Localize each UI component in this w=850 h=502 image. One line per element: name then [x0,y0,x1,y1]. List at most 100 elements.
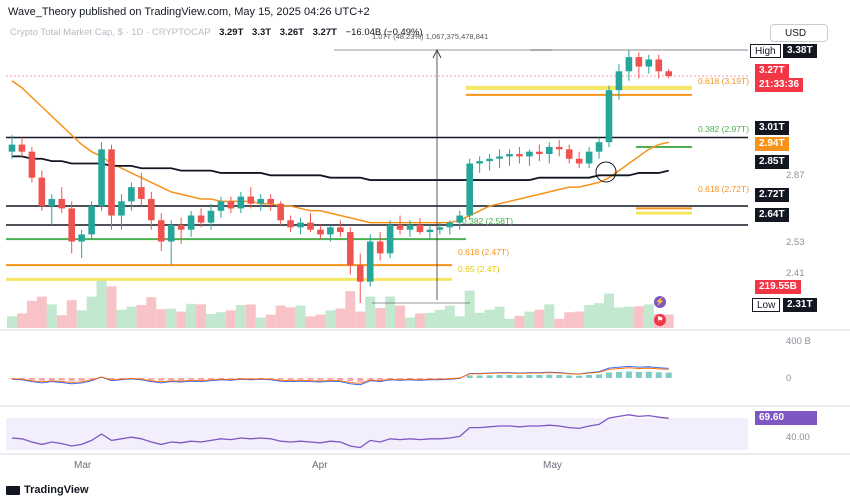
candle-body [356,265,364,282]
macd-histogram-bar [566,375,573,378]
macd-histogram-bar [426,378,433,379]
candle-body [496,156,503,159]
volume-bar [86,296,97,328]
flag-icon[interactable]: ⚑ [654,314,666,326]
candle-body [665,71,672,77]
low-tag: Low [752,298,781,312]
rsi-pane [6,414,748,450]
candle-body [217,201,225,211]
volume-bar [385,296,396,328]
macd-histogram-bar [118,378,125,379]
currency-selector[interactable]: USD [770,24,828,42]
candle-body [38,177,46,207]
candle-body [546,146,553,155]
level-2-72-label: 2.72T [755,188,789,202]
candle-body [337,227,344,233]
moving-averages [11,80,669,224]
volume-bar [136,305,147,328]
volume-bar [613,307,624,328]
low-price-label: 2.31T [783,298,817,312]
volume-bar [166,308,177,328]
volume-bar [156,309,167,328]
volume-bar [454,316,465,328]
tradingview-logo[interactable]: TradingView [6,484,89,496]
macd-axis-top: 400 B [786,336,811,347]
fib-label-3: 0.618 (2.72T) [698,184,750,194]
flash-icon[interactable]: ⚡ [654,296,666,308]
candle-body [595,142,603,152]
macd-histogram-bar [486,375,493,378]
macd-histogram-bar [367,378,374,380]
tradingview-text: TradingView [24,484,89,496]
candle-body [605,90,613,143]
volume-bar [206,314,216,328]
macd-histogram-bar [596,374,603,378]
volume-bar [235,305,246,328]
candle-body [287,220,294,228]
volume-bar [504,318,515,328]
fib-label-4: 0.382 (2.58T) [462,216,514,226]
macd-histogram-bar [506,375,513,378]
ohlc-close: 3.27T [312,27,337,38]
volume-bar [96,279,107,328]
candle-body [307,222,314,230]
volume-bar [325,310,336,328]
macd-histogram-bar [78,378,85,381]
macd-histogram-bar [178,378,185,381]
macd-histogram-bar [476,375,483,378]
macd-histogram-bar [68,378,75,382]
macd-histogram-bar [407,378,413,379]
macd-histogram-bar [466,375,473,378]
macd-histogram-bar [88,378,95,380]
volume-bar [16,313,27,328]
macd-histogram-bar [58,378,65,381]
last-price-label: 3.27T [755,64,789,78]
volume-bar [345,291,356,328]
macd-histogram-bar [9,378,15,379]
fib-label-5: 0.618 (2.47T) [458,247,510,257]
volume-bar [285,307,296,328]
fib-label-1: 0.618 (3.19T) [698,76,750,86]
candle-body [555,146,563,150]
macd-histogram-bar [436,378,443,379]
volume-bar [494,306,505,328]
volume-bar [623,306,634,328]
symbol-info-row: Crypto Total Market Cap, $ · 1D · CRYPTO… [10,27,423,38]
macd-histogram-bar [327,378,334,380]
volume-bar [146,297,157,328]
price-change: −16.04B (−0.49%) [345,27,423,38]
macd-histogram-bar [377,378,384,380]
macd-histogram-bar [347,378,354,382]
ohlc-low: 3.26T [279,27,304,38]
high-tag: High [750,44,781,58]
candle-body [655,59,663,72]
candle-body [516,154,523,157]
macd-histogram-bar [208,378,214,380]
candle-body [187,215,195,230]
volume-bar [196,304,207,328]
volume-bar [305,316,316,328]
volume-bar [46,304,57,328]
macd-histogram-bar [337,378,344,380]
volume-bar [56,315,67,328]
candle-body [78,234,85,242]
volume-bar [464,290,475,328]
macd-histogram-bar [277,378,284,380]
ma200-line [12,155,669,181]
macd-histogram-bar [317,378,324,381]
symbol-line[interactable]: Crypto Total Market Cap, $ · 1D · CRYPTO… [10,27,211,38]
macd-histogram-bar [307,378,314,380]
candle-body [575,158,583,164]
volume-bar [76,310,87,328]
macd-axis-zero: 0 [786,373,792,384]
macd-histogram-bar [148,378,155,380]
macd-histogram-bar [18,378,25,379]
volume-bar [176,311,187,328]
volume-bar [554,318,565,328]
candle-body [68,208,75,242]
volume-bar [444,305,455,328]
fib-label-6: 0.65 (2.4T) [458,264,500,274]
macd-signal-line [11,367,669,384]
macd-histogram-bar [357,378,364,382]
